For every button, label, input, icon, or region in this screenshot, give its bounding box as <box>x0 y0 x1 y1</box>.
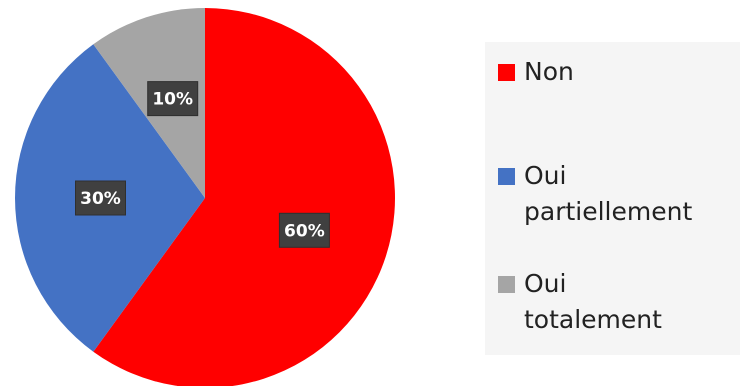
legend-label-oui-totalement: Oui totalement <box>524 269 662 334</box>
legend-label-non: Non <box>524 57 574 86</box>
data-label-text-oui-totalement: 10% <box>152 90 193 110</box>
pie-slice-non <box>93 8 395 386</box>
legend-item-oui-partiellement: Oui partiellement <box>498 158 692 230</box>
data-label-box-non <box>278 212 330 248</box>
legend-label-oui-partiellement: Oui partiellement <box>524 161 693 226</box>
data-label-box-oui-partiellement <box>75 180 126 216</box>
data-label-non: 60% <box>278 212 330 248</box>
pie-slices <box>14 8 395 386</box>
legend-item-oui-totalement: Oui totalement <box>498 266 662 338</box>
legend-swatch-oui-totalement <box>498 276 515 293</box>
data-label-text-non: 60% <box>284 221 325 241</box>
legend-swatch-oui-partiellement <box>498 168 515 185</box>
data-label-text-oui-partiellement: 30% <box>80 189 121 209</box>
data-label-oui-partiellement: 30% <box>75 180 126 216</box>
data-label-box-oui-totalement <box>147 81 199 117</box>
legend-item-non: Non <box>498 54 574 90</box>
legend <box>485 42 740 355</box>
legend-swatch-non <box>498 64 515 81</box>
data-label-oui-totalement: 10% <box>147 81 199 117</box>
pie-data-labels: 60% 30% 10% <box>75 81 330 248</box>
